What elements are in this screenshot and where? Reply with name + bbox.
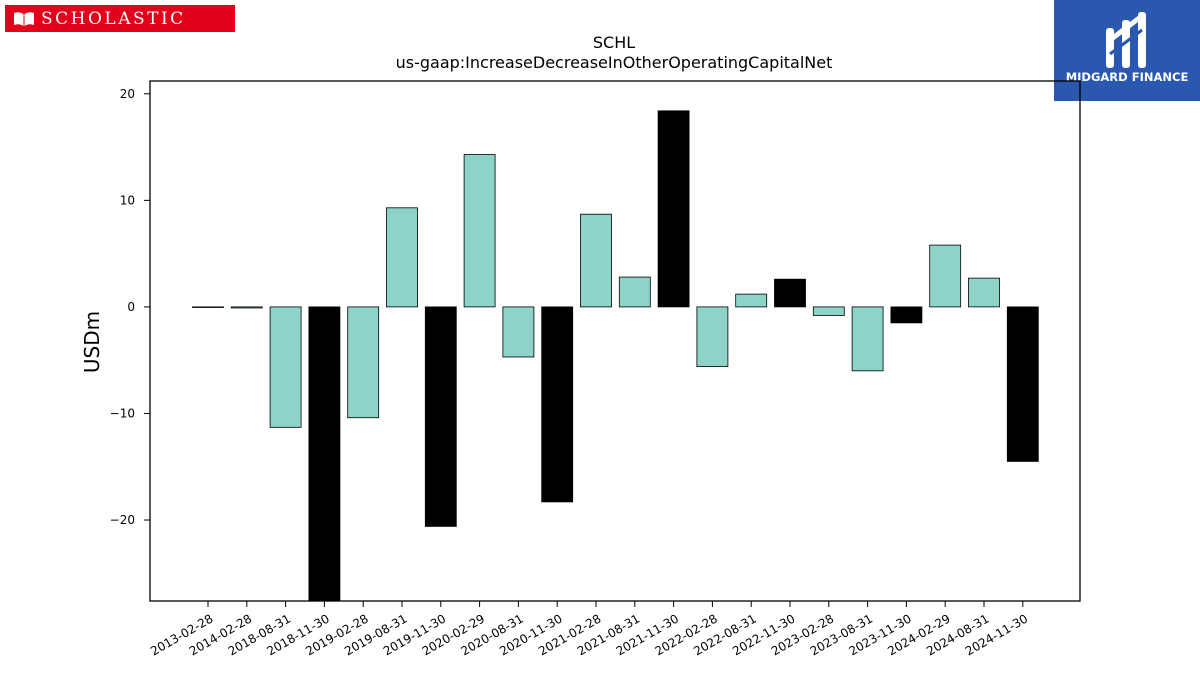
bar-2022-02-28 <box>696 306 729 367</box>
scholastic-logo-text: SCHOLASTIC <box>41 8 186 29</box>
y-tick-label: −20 <box>110 513 135 527</box>
bar-2020-11-30 <box>541 306 574 503</box>
bar-2021-02-28 <box>580 213 612 308</box>
bar-2023-08-31 <box>851 306 884 372</box>
bar-2022-08-31 <box>735 293 768 308</box>
y-tick-label: 0 <box>127 300 135 314</box>
midgard-finance-logo: MIDGARD FINANCE <box>1054 0 1200 101</box>
bar-2022-11-30 <box>774 278 806 308</box>
bar-2023-02-28 <box>812 306 845 316</box>
bar-2019-02-28 <box>347 306 380 419</box>
y-axis-ticks: 20 10 0 −10 −20 <box>110 87 150 527</box>
bar-2013-02-28 <box>192 306 224 308</box>
bar-2021-11-30 <box>657 110 690 308</box>
bar-2018-08-31 <box>269 306 302 428</box>
plot-frame <box>149 80 1081 602</box>
bar-series <box>192 110 1039 602</box>
y-axis-label: USDm <box>80 311 104 373</box>
midgard-mark-icon <box>1106 12 1146 68</box>
bar-2020-02-29 <box>463 154 496 308</box>
open-book-icon <box>14 11 34 26</box>
bar-2020-08-31 <box>502 306 535 358</box>
y-tick-label: 20 <box>120 87 135 101</box>
bar-2024-08-31 <box>968 277 1000 308</box>
chart-subtitle: us-gaap:IncreaseDecreaseInOtherOperating… <box>396 53 833 72</box>
bar-2024-11-30 <box>1006 306 1039 462</box>
bar-2018-11-30 <box>308 306 341 602</box>
bar-2019-08-31 <box>386 207 418 308</box>
midgard-finance-logo-text: MIDGARD FINANCE <box>1065 70 1189 84</box>
bar-2023-11-30 <box>890 306 923 324</box>
y-tick-label: 10 <box>120 193 135 207</box>
bar-2024-02-29 <box>929 244 962 308</box>
chart-title: SCHL <box>593 33 635 52</box>
bar-2014-02-28 <box>230 306 263 309</box>
scholastic-logo: SCHOLASTIC <box>5 5 235 32</box>
bar-2019-11-30 <box>424 306 457 527</box>
y-tick-label: −10 <box>110 406 135 420</box>
x-axis-ticks: 2013-02-282014-02-282018-08-312018-11-30… <box>148 601 1030 658</box>
bar-2021-08-31 <box>618 276 651 308</box>
